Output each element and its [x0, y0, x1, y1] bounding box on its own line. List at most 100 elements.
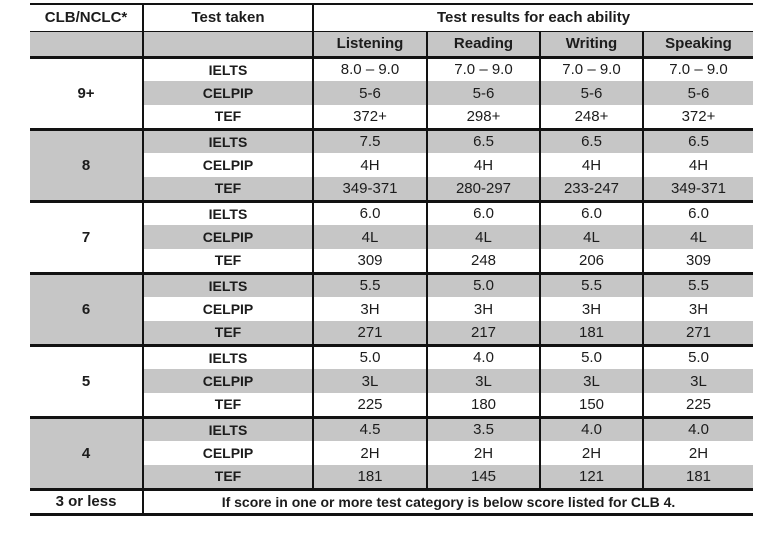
clb-level: 3 or less [30, 489, 144, 514]
table-row: CELPIP 5-6 5-6 5-6 5-6 [30, 81, 753, 105]
score-cell: 6.0 [426, 201, 541, 225]
score-cell: 280-297 [426, 177, 541, 201]
table-row: 7 IELTS 6.0 6.0 6.0 6.0 [30, 201, 753, 273]
score-cell: 181 [539, 321, 644, 345]
score-cell: 181 [312, 465, 428, 489]
table-row: TEF 309 248 206 309 [30, 249, 753, 273]
score-cell: 372+ [312, 105, 428, 129]
score-cell: 217 [426, 321, 541, 345]
clb-group-6: 6 IELTS 5.5 5.0 5.5 5.5 CELPIP 3H 3H 3H … [30, 273, 753, 345]
score-cell: 271 [312, 321, 428, 345]
test-name: TEF [143, 321, 314, 345]
score-cell: 5-6 [642, 81, 753, 105]
clb-level: 7 [30, 201, 144, 273]
table-row: 6 IELTS 5.5 5.0 5.5 5.5 [30, 273, 753, 345]
ability-header-writing: Writing [539, 31, 644, 59]
test-name: CELPIP [143, 81, 314, 105]
score-cell: 4.0 [426, 345, 541, 369]
test-name: IELTS [142, 273, 314, 297]
score-cell: 4.0 [642, 417, 753, 441]
score-cell: 3L [312, 369, 428, 393]
table-row: TEF 349-371 280-297 233-247 349-371 [30, 177, 753, 201]
table-row: 3 or less If score in one or more test c… [30, 489, 753, 514]
score-cell: 5.0 [426, 273, 541, 297]
score-cell: 5.0 [312, 345, 428, 369]
score-cell: 3L [642, 369, 753, 393]
score-cell: 5.5 [539, 273, 644, 297]
score-cell: 5.0 [642, 345, 753, 369]
clb-group-4: 4 IELTS 4.5 3.5 4.0 4.0 CELPIP 2H 2H 2H … [30, 417, 753, 489]
table-row: TEF 181 145 121 181 [30, 465, 753, 489]
results-header: Test results for each ability [312, 3, 753, 32]
test-name: IELTS [142, 201, 314, 225]
test-name: TEF [143, 177, 314, 201]
table-row: TEF 372+ 298+ 248+ 372+ [30, 105, 753, 129]
footer-note: If score in one or more test category is… [142, 489, 753, 514]
table-row: 4 IELTS 4.5 3.5 4.0 4.0 [30, 417, 753, 489]
score-cell: 8.0 – 9.0 [312, 57, 428, 81]
score-cell: 2H [539, 441, 644, 465]
test-name: CELPIP [143, 369, 314, 393]
score-cell: 248+ [539, 105, 644, 129]
score-cell: 5-6 [539, 81, 644, 105]
score-cell: 271 [642, 321, 753, 345]
table-row: 9+ IELTS 8.0 – 9.0 7.0 – 9.0 7.0 – 9.0 7… [30, 57, 753, 129]
score-cell: 5.0 [539, 345, 644, 369]
score-cell: 6.0 [312, 201, 428, 225]
clb-level: 5 [30, 345, 144, 417]
table-row: CELPIP 2H 2H 2H 2H [30, 441, 753, 465]
score-cell: 349-371 [642, 177, 753, 201]
score-cell: 7.0 – 9.0 [642, 57, 753, 81]
score-cell: 4L [312, 225, 428, 249]
score-cell: 309 [312, 249, 428, 273]
score-cell: 349-371 [312, 177, 428, 201]
empty-header-cell [30, 31, 144, 59]
score-cell: 7.5 [312, 129, 428, 153]
ability-header-listening: Listening [312, 31, 428, 59]
clb-group-5: 5 IELTS 5.0 4.0 5.0 5.0 CELPIP 3L 3L 3L … [30, 345, 753, 417]
test-name: IELTS [142, 417, 314, 441]
score-cell: 145 [426, 465, 541, 489]
score-cell: 3L [426, 369, 541, 393]
score-cell: 248 [426, 249, 541, 273]
table-row: CELPIP 4H 4H 4H 4H [30, 153, 753, 177]
score-cell: 298+ [426, 105, 541, 129]
score-cell: 309 [642, 249, 753, 273]
score-cell: 3H [312, 297, 428, 321]
score-cell: 372+ [642, 105, 753, 129]
table-row: CELPIP 3H 3H 3H 3H [30, 297, 753, 321]
score-cell: 4L [426, 225, 541, 249]
score-cell: 180 [426, 393, 541, 417]
score-cell: 5.5 [642, 273, 753, 297]
clb-level: 6 [30, 273, 144, 345]
score-cell: 6.5 [426, 129, 541, 153]
score-cell: 4H [642, 153, 753, 177]
score-cell: 7.0 – 9.0 [426, 57, 541, 81]
test-name: CELPIP [143, 441, 314, 465]
score-cell: 3.5 [426, 417, 541, 441]
score-cell: 5-6 [426, 81, 541, 105]
test-name: IELTS [142, 129, 314, 153]
table-row: 5 IELTS 5.0 4.0 5.0 5.0 [30, 345, 753, 417]
test-name: TEF [143, 465, 314, 489]
score-cell: 181 [642, 465, 753, 489]
score-cell: 4H [426, 153, 541, 177]
test-name: IELTS [142, 345, 314, 369]
test-name: TEF [143, 105, 314, 129]
clb-level: 9+ [30, 57, 144, 129]
clb-group-3-or-less: 3 or less If score in one or more test c… [30, 489, 753, 514]
score-cell: 4H [539, 153, 644, 177]
test-name: TEF [143, 393, 314, 417]
test-name: TEF [143, 249, 314, 273]
clb-score-equivalency-table: CLB/NCLC* Test taken Test results for ea… [30, 3, 753, 516]
test-taken-header: Test taken [142, 3, 314, 32]
table-row: TEF 225 180 150 225 [30, 393, 753, 417]
score-cell: 3L [539, 369, 644, 393]
score-cell: 3H [539, 297, 644, 321]
score-cell: 2H [426, 441, 541, 465]
score-cell: 4H [312, 153, 428, 177]
clb-nclc-header: CLB/NCLC* [30, 3, 144, 32]
score-cell: 6.0 [642, 201, 753, 225]
score-cell: 3H [426, 297, 541, 321]
score-cell: 206 [539, 249, 644, 273]
